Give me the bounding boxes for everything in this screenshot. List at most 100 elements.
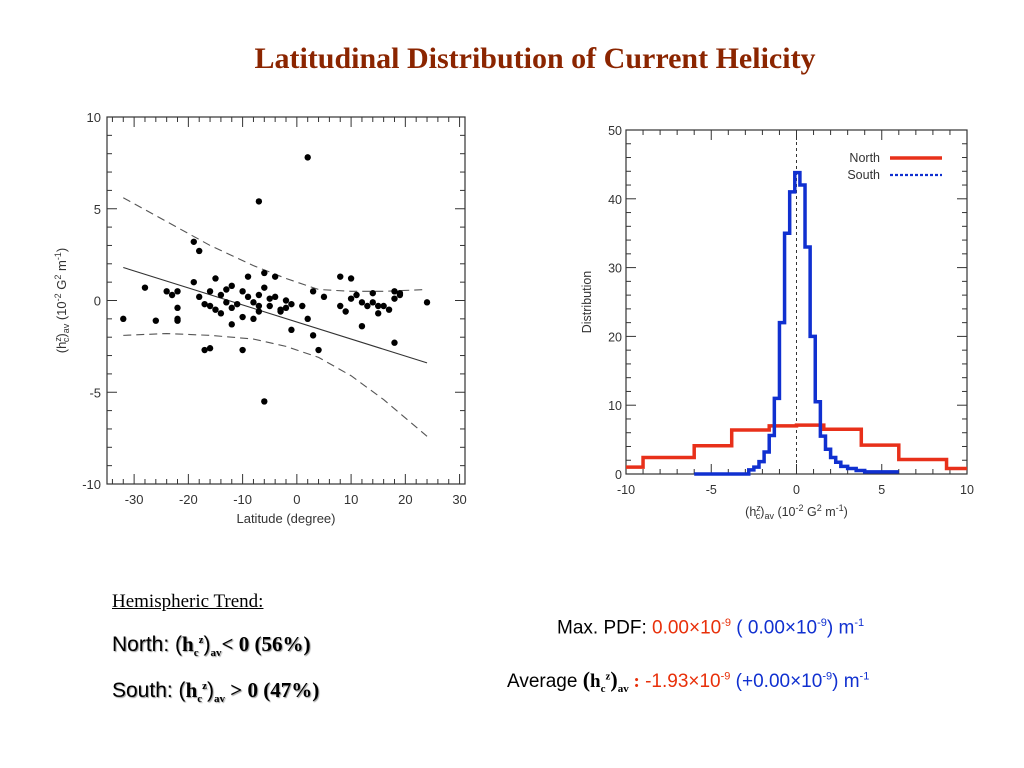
scatter-point xyxy=(369,289,376,297)
scatter-point xyxy=(375,310,382,317)
scatter-point xyxy=(206,345,214,352)
scatter-point xyxy=(228,304,235,312)
north-trend: North: (hcz)av< 0 (56%) xyxy=(112,632,310,659)
scatter-point xyxy=(206,288,214,295)
y-axis-label: Distribution xyxy=(580,271,594,334)
label-part: ) xyxy=(844,505,848,519)
scatter-point xyxy=(299,302,306,310)
north-sub-c: c xyxy=(193,647,199,660)
x-axis-label: Latitude (degree) xyxy=(236,511,335,526)
scatter-point xyxy=(201,300,208,308)
scatter-point xyxy=(309,288,317,295)
scatter-chart: -30 -20 -10 0 10 20 30 -10 -5 0 5 10 Latitude (degre… xyxy=(53,110,467,526)
label-part: -2 xyxy=(53,293,63,301)
south-sub-c: c xyxy=(197,693,203,706)
north-label: North: ( xyxy=(112,633,183,656)
scatter-point xyxy=(255,198,263,205)
label-part: G xyxy=(804,505,817,519)
scatter-point xyxy=(217,291,225,299)
x-tick-label: -10 xyxy=(617,483,635,497)
scatter-point xyxy=(423,299,431,306)
scatter-point xyxy=(375,302,382,310)
x-tick-label: 0 xyxy=(293,492,300,507)
scatter-point xyxy=(396,291,404,299)
label-part: (10 xyxy=(54,301,69,323)
average-close: ) xyxy=(610,667,618,692)
label-part: av xyxy=(61,323,71,333)
scatter-point xyxy=(261,398,268,405)
y-tick-label: 30 xyxy=(608,262,622,276)
label-part: (10 xyxy=(774,505,796,519)
label-part: ) xyxy=(54,333,69,337)
label-part: ) xyxy=(760,505,764,519)
scatter-point xyxy=(288,326,295,334)
x-tick-label: -10 xyxy=(233,492,252,507)
average-unit: ) m xyxy=(832,671,860,692)
scatter-point xyxy=(358,299,366,306)
scatter-point xyxy=(266,302,273,310)
scatter-point xyxy=(228,282,235,290)
label-part: -2 xyxy=(796,503,804,513)
south-close: ) xyxy=(207,679,215,702)
x-tick-label: -5 xyxy=(706,483,717,497)
legend-north-label: North xyxy=(849,151,880,165)
scatter-point xyxy=(228,321,235,328)
scatter-point xyxy=(358,322,366,330)
label-part: -1 xyxy=(53,252,63,260)
scatter-point xyxy=(261,284,268,291)
scatter-point xyxy=(196,293,203,301)
x-tick-label: -30 xyxy=(125,492,144,507)
scatter-point xyxy=(271,273,279,280)
series-north-line xyxy=(626,423,967,471)
scatter-point xyxy=(244,293,252,301)
label-part: z xyxy=(756,503,761,513)
max-pdf-label: Max. PDF: xyxy=(557,617,653,639)
north-sub-av: av xyxy=(210,647,222,660)
max-pdf-south-value: ( 0.00×10 xyxy=(731,617,818,639)
series-south-line xyxy=(694,170,899,476)
label-part: m xyxy=(54,260,69,274)
scatter-point xyxy=(174,288,181,295)
scatter-point xyxy=(277,308,284,315)
north-h: h xyxy=(182,632,194,656)
south-colon: : ( xyxy=(166,679,186,702)
label-part: c xyxy=(756,511,761,521)
x-tick-label: 30 xyxy=(452,492,466,507)
y-tick-label: 50 xyxy=(608,124,622,138)
average-stat: Average (hcz)av : -1.93×10-9 (+0.00×10-9… xyxy=(507,667,869,695)
x-tick-label: 5 xyxy=(878,483,885,497)
label-part: G xyxy=(54,280,69,294)
x-tick-label: -20 xyxy=(179,492,198,507)
south-h: h xyxy=(185,678,198,702)
average-sub-av: av xyxy=(617,682,629,695)
y-tick-label: 5 xyxy=(94,202,101,217)
north-close: ) xyxy=(203,633,211,656)
scatter-point xyxy=(212,275,219,282)
y-tick-label: 40 xyxy=(608,193,622,207)
north-relation: < 0 (56%) xyxy=(221,632,311,656)
scatter-point xyxy=(364,302,371,310)
scatter-point xyxy=(190,238,197,245)
south-relation: > 0 (47%) xyxy=(225,678,320,702)
fit-line xyxy=(123,266,428,364)
scatter-point xyxy=(261,269,268,277)
south-sup-z: z xyxy=(202,680,208,692)
scatter-point xyxy=(250,299,257,306)
confidence-lower xyxy=(123,332,428,437)
scatter-point xyxy=(266,295,273,302)
scatter-point xyxy=(315,346,322,354)
label-part: 2 xyxy=(817,503,822,513)
scatter-point xyxy=(244,273,252,280)
y-tick-label: 0 xyxy=(94,294,101,309)
scatter-point xyxy=(304,315,311,323)
label-part: (h xyxy=(54,342,69,354)
scatter-point xyxy=(212,306,219,313)
label-part: z xyxy=(53,337,63,342)
scatter-point xyxy=(120,315,127,323)
scatter-point xyxy=(255,291,263,299)
scatter-point xyxy=(282,304,290,312)
max-pdf-south-exp: -9 xyxy=(817,617,827,629)
scatter-point xyxy=(391,288,398,295)
average-south-value: (+0.00×10 xyxy=(730,671,823,692)
